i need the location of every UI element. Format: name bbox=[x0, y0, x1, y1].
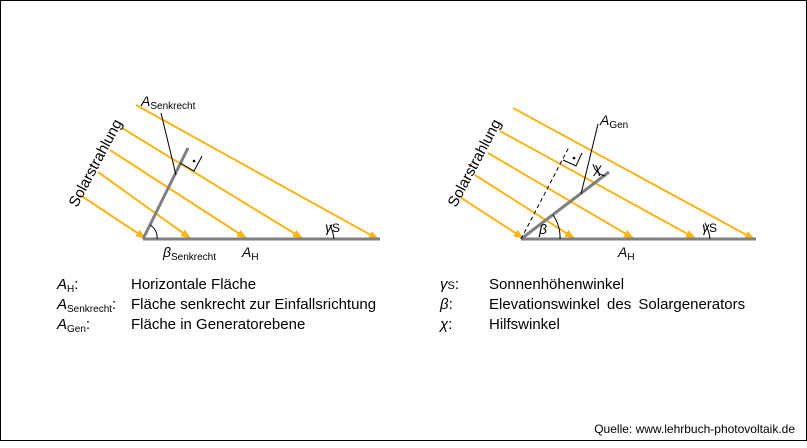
perpendicular-surface bbox=[141, 147, 190, 240]
beta-arc bbox=[149, 224, 158, 240]
ray bbox=[474, 174, 575, 239]
chi-label: χ bbox=[594, 160, 602, 176]
ray bbox=[121, 127, 303, 239]
source-credit: Quelle: www.lehrbuch-photovoltaik.de bbox=[594, 422, 795, 436]
a-gen-label: AGen bbox=[600, 112, 629, 131]
ray bbox=[79, 194, 146, 239]
a-h-label: AH bbox=[618, 244, 635, 263]
gamma-s-label: γS bbox=[702, 219, 718, 235]
gamma-arc bbox=[329, 224, 335, 240]
gamma-arc bbox=[704, 222, 711, 240]
left-solar-rays bbox=[79, 104, 379, 240]
right-angle-dot bbox=[192, 159, 196, 163]
right-angle-dot bbox=[572, 156, 576, 160]
gamma-s-label: γS bbox=[325, 219, 341, 235]
beta-label: β bbox=[539, 221, 547, 237]
generator-surface bbox=[520, 170, 610, 241]
chi-arc bbox=[592, 163, 606, 177]
right-solar-rays bbox=[459, 107, 755, 240]
ray bbox=[499, 130, 696, 239]
a-senkrecht-label: ASenkrecht bbox=[141, 93, 196, 112]
solar-radiation-label: Solarstrahlung bbox=[445, 116, 505, 209]
solar-radiation-label: Solarstrahlung bbox=[66, 116, 126, 209]
ray bbox=[487, 152, 634, 239]
a-h-label: AH bbox=[242, 244, 259, 263]
ray bbox=[512, 107, 755, 240]
ray bbox=[109, 149, 247, 239]
perpendicular-dashed-line bbox=[520, 146, 570, 240]
ray bbox=[459, 196, 524, 239]
ray bbox=[135, 104, 379, 240]
beta-senkrecht-label: βSenkrecht bbox=[163, 244, 217, 263]
a-senkrecht-pointer bbox=[160, 112, 177, 176]
right-angle-marker bbox=[179, 155, 203, 172]
beta-arc bbox=[552, 214, 561, 240]
a-gen-pointer bbox=[580, 123, 599, 195]
right-angle-marker bbox=[562, 152, 583, 167]
ray bbox=[97, 171, 191, 239]
